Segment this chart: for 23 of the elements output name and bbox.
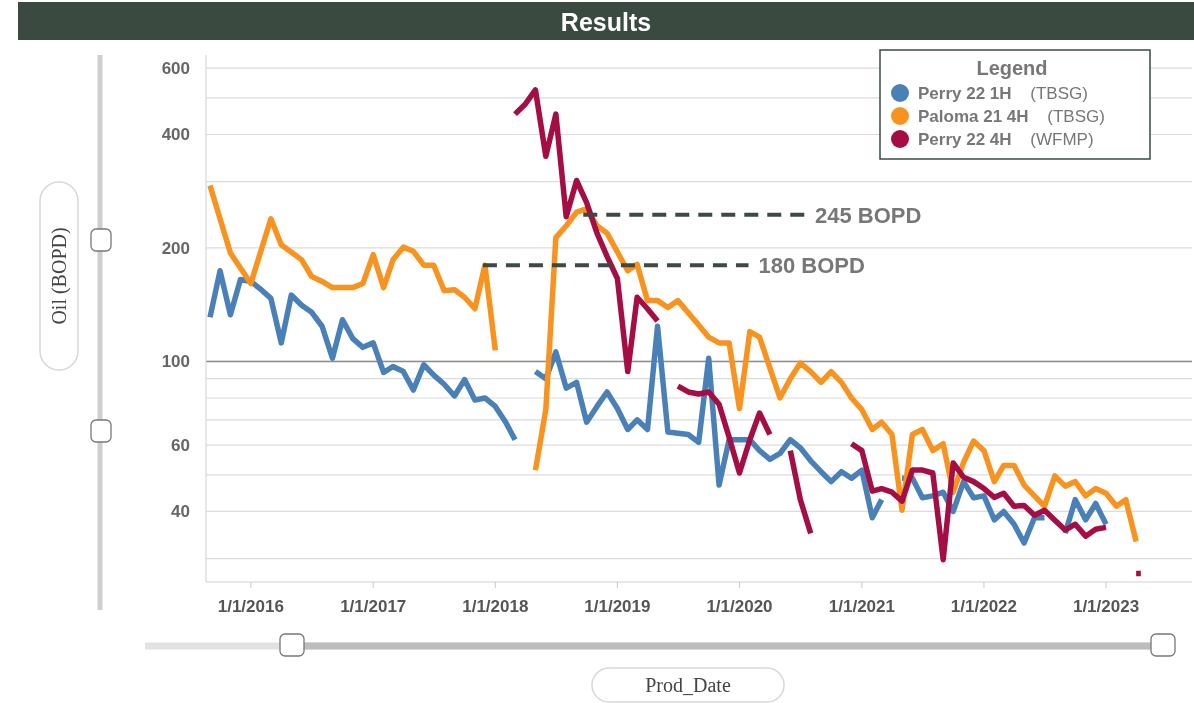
y-tick-label: 60 (171, 436, 190, 456)
legend-label: Perry 22 4H (WFMP) (918, 130, 1094, 149)
chart-title: Results (560, 8, 652, 36)
legend-label: Perry 22 1H (TBSG) (918, 84, 1088, 103)
x-tick-label: 1/1/2017 (340, 597, 407, 616)
legend-label: Paloma 21 4H (TBSG) (918, 107, 1105, 126)
x-tick-label: 1/1/2019 (584, 597, 651, 616)
y-tick-label: 100 (161, 352, 190, 372)
annotation: 180 BOPD (758, 253, 865, 279)
x-tick-label: 1/1/2022 (950, 597, 1018, 616)
y-tick-label: 200 (161, 238, 190, 258)
x-tick-label: 1/1/2023 (1072, 597, 1140, 616)
y-tick-label: 600 (161, 59, 190, 79)
y-axis-title: Oil (BOPD) (48, 227, 71, 325)
x-tick-label: 1/1/2018 (462, 597, 529, 616)
y-tick-label: 40 (171, 502, 190, 522)
x-tick-label: 1/1/2016 (217, 597, 284, 616)
y-tick-label: 400 (161, 125, 190, 145)
x-axis-title: Prod_Date (645, 674, 731, 696)
x-tick-label: 1/1/2021 (828, 597, 895, 616)
annotation: 245 BOPD (815, 202, 922, 228)
x-tick-label: 1/1/2020 (706, 597, 773, 616)
legend-title: Legend (976, 57, 1048, 79)
